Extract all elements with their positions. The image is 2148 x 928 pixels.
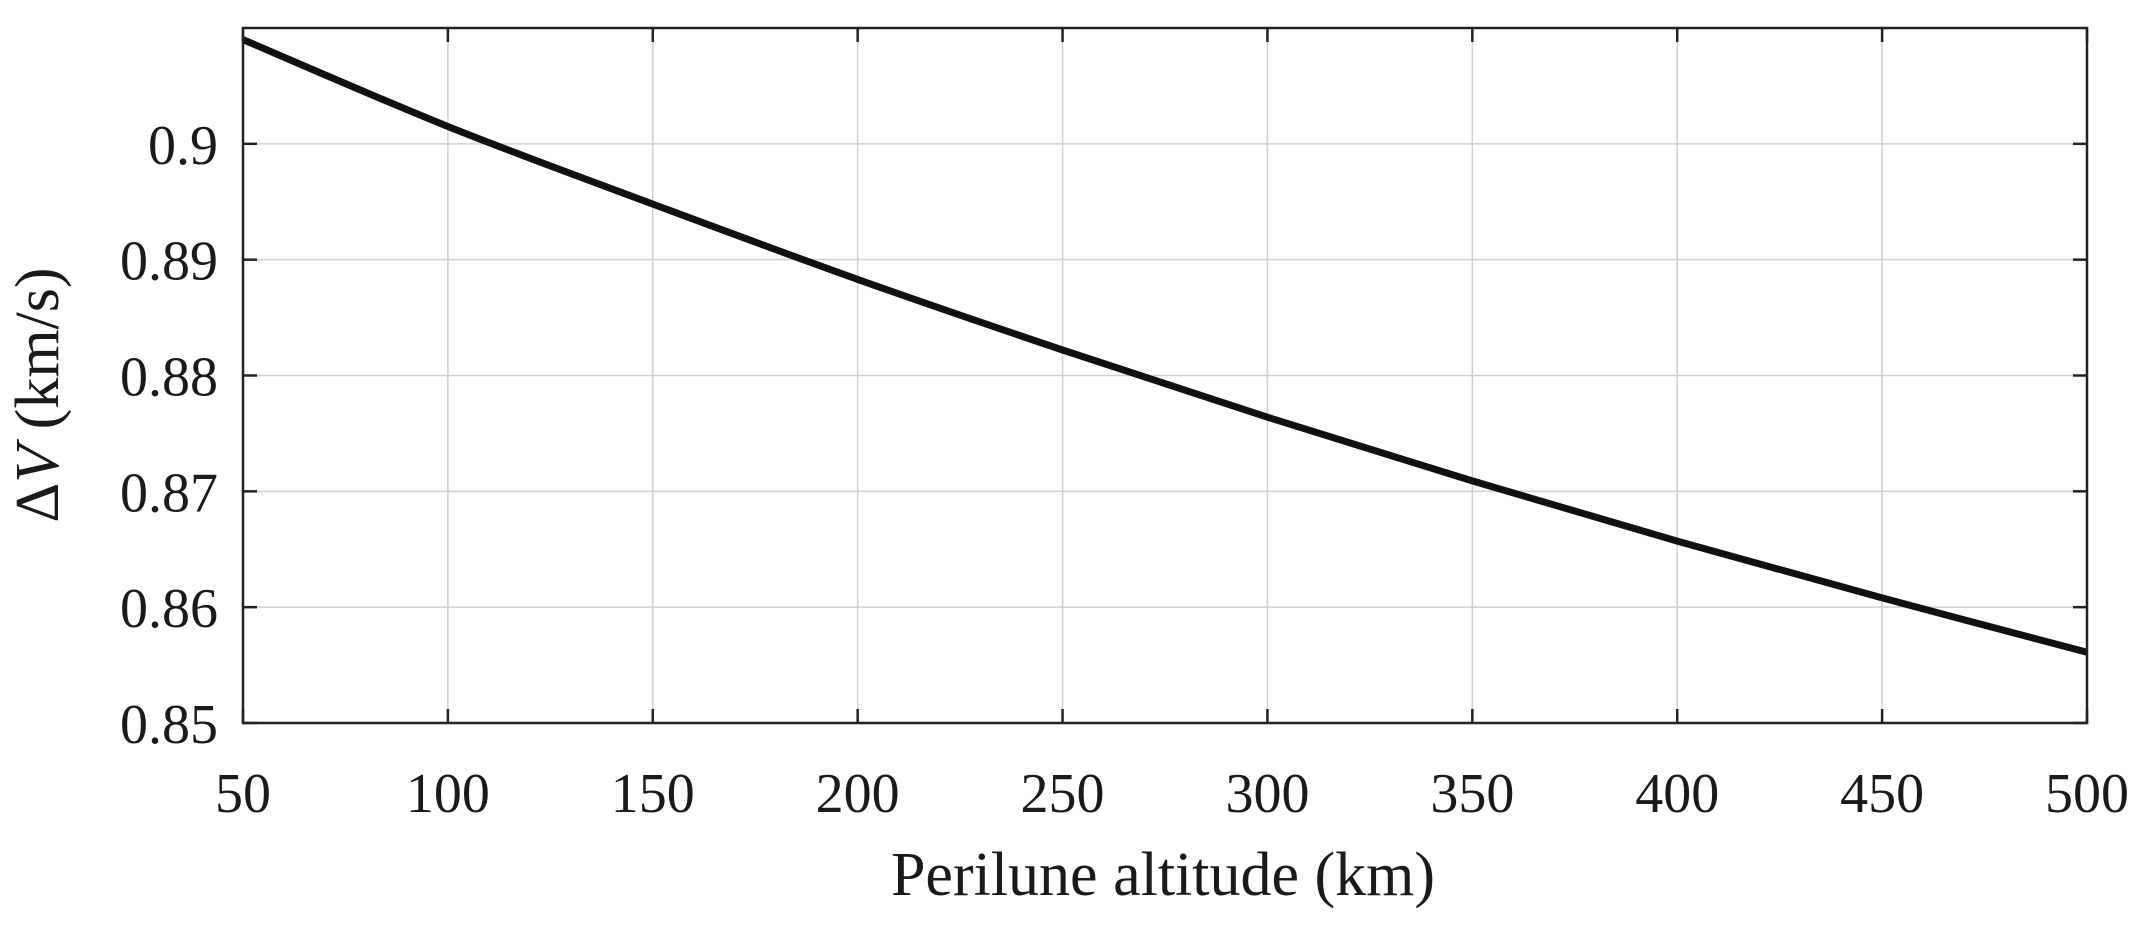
tick-marks xyxy=(241,28,2089,725)
y-axis-delta-symbol: Δ xyxy=(4,483,72,523)
x-tick-labels: 50 100 150 200 250 300 350 400 450 500 xyxy=(215,763,2129,825)
y-tick-label: 0.9 xyxy=(148,115,218,177)
x-tick-label: 150 xyxy=(611,763,695,825)
y-tick-label: 0.88 xyxy=(120,347,218,409)
x-tick-label: 450 xyxy=(1840,763,1924,825)
x-tick-label: 50 xyxy=(215,763,271,825)
y-tick-label: 0.87 xyxy=(120,462,218,524)
series-layer xyxy=(241,36,2088,656)
grid-lines xyxy=(243,28,2087,723)
y-axis-title: ΔV (km/s) xyxy=(4,267,72,522)
x-tick-label: 500 xyxy=(2045,763,2129,825)
x-tick-label: 100 xyxy=(406,763,490,825)
delta-v-line xyxy=(241,36,2088,656)
x-axis-title: Perilune altitude (km) xyxy=(891,841,1435,909)
y-tick-label: 0.89 xyxy=(120,231,218,293)
x-tick-label: 350 xyxy=(1430,763,1514,825)
y-tick-label: 0.86 xyxy=(120,578,218,640)
x-tick-label: 250 xyxy=(1021,763,1105,825)
x-tick-label: 300 xyxy=(1225,763,1309,825)
y-tick-labels: 0.85 0.86 0.87 0.88 0.89 0.9 xyxy=(120,115,218,756)
y-axis-unit: (km/s) xyxy=(4,267,72,444)
y-axis-v-symbol: V xyxy=(4,439,72,483)
x-tick-label: 200 xyxy=(816,763,900,825)
x-tick-label: 400 xyxy=(1635,763,1719,825)
y-tick-label: 0.85 xyxy=(120,694,218,756)
